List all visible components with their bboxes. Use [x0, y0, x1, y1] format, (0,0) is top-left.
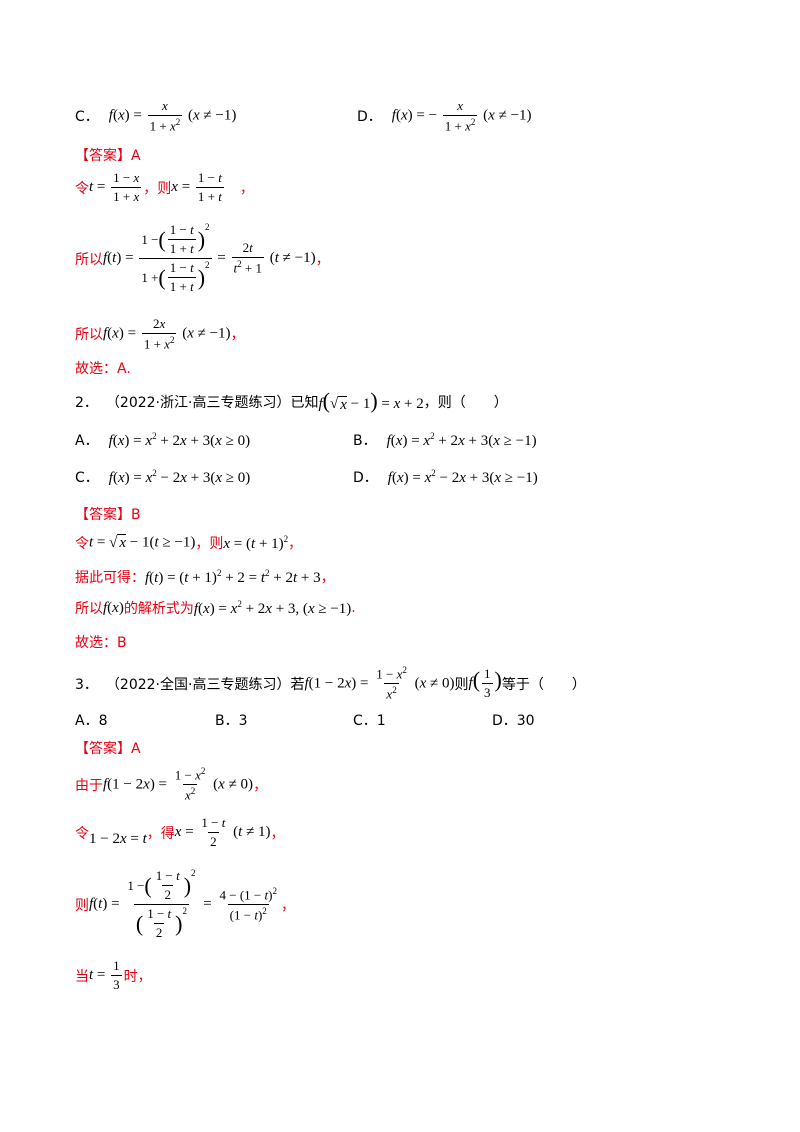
option-label: B．: [353, 433, 377, 449]
option-label: A．: [75, 433, 99, 449]
text: ，则（ ）: [423, 394, 508, 411]
formula: f(x) = x2 − 2x + 3(x ≥ −1): [387, 467, 538, 486]
q3-option-d: D．30: [492, 713, 535, 729]
formula: f(x) = x2 − 2x + 3(x ≥ 0): [108, 467, 251, 486]
q2-answer-line: 【答案】B: [75, 507, 141, 523]
formula: f(t) = 1 − (1 − t 2) 2 (1 − t 2) 2 = 4 − (1 …: [89, 868, 277, 940]
formula: f(x) = x2 + 2x + 3(x ≥ −1): [386, 430, 537, 449]
text: 由于: [75, 777, 103, 794]
q3-option-b: B．3: [215, 713, 248, 729]
text: 所以: [75, 601, 103, 617]
formula: f(t) = (t + 1)2 + 2 = t2 + 2t + 3: [145, 567, 321, 586]
q3-option-c: C．1: [353, 713, 386, 729]
formula: f(1 − 2x) = 1 − x2 x2 (x ≠ 0): [304, 665, 455, 702]
formula: f(x) = x2 + 2x + 3(x ≥ 0): [108, 430, 251, 449]
text: 等于（ ）: [501, 676, 586, 693]
text: 则: [75, 897, 89, 914]
option-label: C．: [75, 470, 99, 486]
text: 的解析式为: [123, 601, 194, 617]
formula: f(x): [103, 599, 124, 616]
option-label: D．: [357, 109, 382, 126]
q2-step-substitution: 令 t = √ x − 1(t ≥ −1) ，则 x = (t + 1)2 ，: [75, 533, 303, 553]
text: 则: [454, 676, 469, 693]
formula: f(x) = x2 + 2x + 3, (x ≥ −1): [193, 598, 352, 617]
formula: f(√ x − 1) = x + 2: [318, 388, 424, 413]
q3-option-a: A．8: [75, 713, 108, 729]
question-number: 3．: [75, 676, 98, 693]
formula: f(1 − 2x) = 1 − x2 x2 (x ≠ 0): [103, 766, 254, 803]
question-source: （2022·全国·高三专题练习）若: [105, 676, 305, 693]
formula: f(1 3): [468, 666, 502, 701]
q2-step-result: 所以 f(x) 的解析式为 f(x) = x2 + 2x + 3, (x ≥ −…: [75, 598, 356, 618]
text: ，则: [143, 180, 172, 197]
text: 时，: [123, 968, 152, 985]
text: 令: [75, 825, 89, 842]
q1-step-fx: 所以 f(x) = 2x 1 + x2 (x ≠ −1) ，: [75, 316, 245, 352]
text: 据此可得：: [75, 570, 145, 586]
q3-step-since: 由于 f(1 − 2x) = 1 − x2 x2 (x ≠ 0) ，: [75, 766, 268, 803]
text: ，则: [195, 536, 224, 552]
q1-choose: 故选：A.: [75, 361, 131, 377]
text: 当: [75, 968, 89, 985]
text: 令: [75, 536, 89, 552]
question-number: 2．: [75, 394, 98, 411]
option-label: D．: [353, 470, 378, 486]
text: ，得: [146, 825, 175, 842]
text: 令: [75, 180, 89, 197]
question-source: （2022·浙江·高三专题练习）已知: [105, 394, 319, 411]
formula: t = √ x − 1(t ≥ −1): [89, 534, 196, 551]
q2-choose: 故选：B: [75, 635, 127, 651]
q1-answer-line: 【答案】A: [75, 148, 141, 164]
q2-step-derive: 据此可得： f(t) = (t + 1)2 + 2 = t2 + 2t + 3 …: [75, 567, 335, 587]
q2-option-c: C． f(x) = x2 − 2x + 3(x ≥ 0): [75, 467, 250, 487]
q3-step-ft: 则 f(t) = 1 − (1 − t 2) 2 (1 − t 2) 2 = 4 − (…: [75, 868, 295, 940]
text: 所以: [75, 327, 103, 344]
q2-option-a: A． f(x) = x2 + 2x + 3(x ≥ 0): [75, 430, 250, 450]
q2-option-b: B． f(x) = x2 + 2x + 3(x ≥ −1): [353, 430, 537, 450]
q2-stem: 2． （2022·浙江·高三专题练习）已知 f(√ x − 1) = x + 2 …: [75, 390, 508, 414]
formula: 1 − 2x = t: [89, 831, 147, 847]
text: 所以: [75, 251, 103, 268]
option-label: C．: [75, 109, 99, 126]
q2-option-d: D． f(x) = x2 − 2x + 3(x ≥ −1): [353, 467, 538, 487]
q3-stem: 3． （2022·全国·高三专题练习）若 f(1 − 2x) = 1 − x2 x…: [75, 665, 586, 703]
formula: f(x) = 2x 1 + x2 (x ≠ −1): [103, 316, 231, 352]
q3-answer-line: 【答案】A: [75, 741, 141, 757]
formula: x = (t + 1)2: [223, 533, 289, 552]
